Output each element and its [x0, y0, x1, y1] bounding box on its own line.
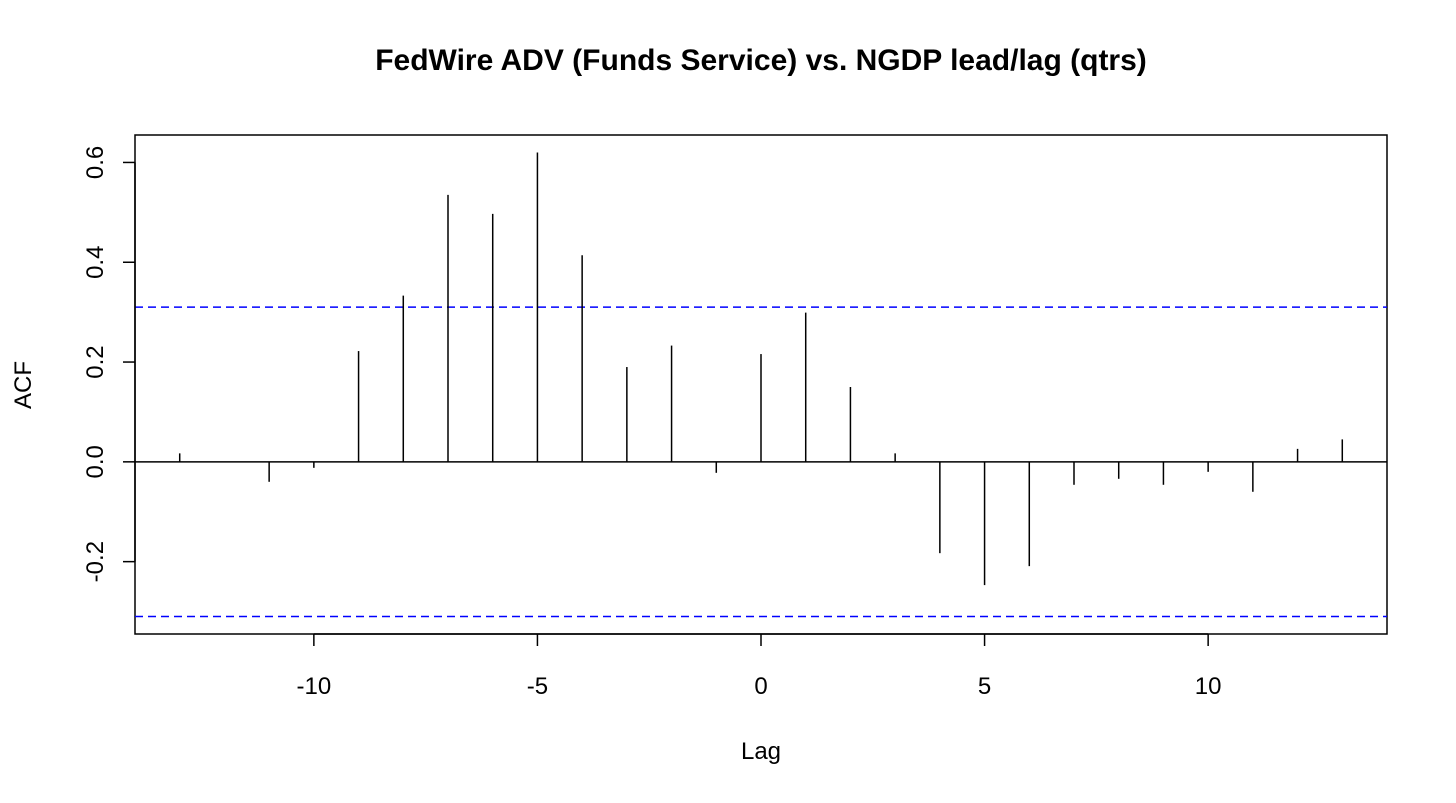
x-tick-label: 0: [754, 673, 767, 700]
y-tick-label: 0.6: [82, 146, 109, 179]
y-tick-label: 0.2: [82, 345, 109, 378]
y-tick-label: 0.4: [82, 246, 109, 279]
x-tick-label: 10: [1195, 673, 1222, 700]
x-axis-label: Lag: [741, 738, 781, 765]
x-tick-label: -10: [297, 673, 332, 700]
x-tick-label: 5: [978, 673, 991, 700]
plot-area: -10 -5 0 5 10 -0.2 0.0 0.2 0.4 0.6: [82, 134, 1388, 700]
y-axis-label: ACF: [10, 361, 37, 409]
y-tick-label: -0.2: [82, 541, 109, 582]
chart-title: FedWire ADV (Funds Service) vs. NGDP lea…: [375, 44, 1147, 77]
y-tick-label: 0.0: [82, 445, 109, 478]
x-tick-label: -5: [527, 673, 548, 700]
